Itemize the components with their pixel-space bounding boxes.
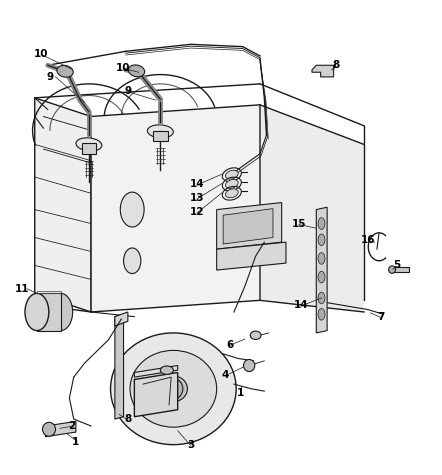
Ellipse shape	[318, 234, 325, 246]
Text: 10: 10	[34, 48, 49, 58]
Ellipse shape	[225, 180, 238, 189]
Polygon shape	[316, 207, 327, 333]
Ellipse shape	[250, 331, 261, 340]
Polygon shape	[35, 98, 91, 312]
Polygon shape	[115, 314, 124, 419]
Polygon shape	[134, 366, 178, 377]
Text: 16: 16	[361, 235, 376, 245]
Text: 7: 7	[377, 312, 385, 322]
Text: 10: 10	[116, 63, 131, 73]
FancyBboxPatch shape	[153, 131, 168, 141]
Polygon shape	[115, 312, 128, 326]
Polygon shape	[217, 203, 282, 249]
Text: 4: 4	[221, 370, 229, 380]
Ellipse shape	[318, 292, 325, 304]
Text: 1: 1	[72, 437, 80, 447]
Ellipse shape	[225, 189, 238, 198]
Polygon shape	[91, 105, 260, 312]
Ellipse shape	[123, 248, 141, 274]
Circle shape	[164, 379, 183, 399]
Ellipse shape	[225, 170, 238, 179]
Text: 8: 8	[124, 414, 132, 424]
Polygon shape	[46, 421, 76, 437]
Text: 12: 12	[190, 207, 205, 217]
Circle shape	[244, 360, 255, 371]
Text: 6: 6	[226, 340, 233, 350]
Ellipse shape	[120, 192, 144, 227]
Text: 15: 15	[292, 218, 306, 228]
Polygon shape	[260, 105, 364, 312]
Ellipse shape	[318, 218, 325, 229]
Text: 1: 1	[237, 389, 244, 399]
Polygon shape	[37, 294, 61, 331]
FancyBboxPatch shape	[392, 267, 409, 273]
Ellipse shape	[110, 333, 236, 445]
Text: 5: 5	[393, 260, 400, 270]
Text: 14: 14	[190, 179, 205, 189]
Polygon shape	[217, 242, 286, 270]
Text: 2: 2	[68, 421, 75, 431]
Ellipse shape	[76, 138, 102, 151]
Ellipse shape	[318, 253, 325, 264]
Text: 14: 14	[294, 300, 309, 310]
Text: 9: 9	[46, 72, 53, 82]
Ellipse shape	[57, 66, 73, 77]
Polygon shape	[312, 65, 334, 77]
Ellipse shape	[160, 366, 173, 374]
Text: 9: 9	[124, 86, 131, 96]
Ellipse shape	[25, 294, 49, 331]
Ellipse shape	[159, 376, 187, 401]
Circle shape	[42, 422, 56, 436]
Ellipse shape	[147, 125, 173, 138]
Polygon shape	[134, 372, 178, 417]
Text: 8: 8	[332, 60, 339, 70]
Ellipse shape	[130, 351, 217, 427]
Text: 13: 13	[190, 193, 205, 203]
Polygon shape	[37, 291, 61, 294]
Ellipse shape	[49, 294, 72, 331]
Ellipse shape	[318, 308, 325, 320]
Ellipse shape	[318, 271, 325, 283]
Text: 11: 11	[15, 284, 29, 294]
Text: 3: 3	[187, 440, 194, 450]
Ellipse shape	[389, 266, 396, 273]
Ellipse shape	[128, 65, 145, 77]
Polygon shape	[223, 209, 273, 244]
FancyBboxPatch shape	[81, 143, 96, 154]
